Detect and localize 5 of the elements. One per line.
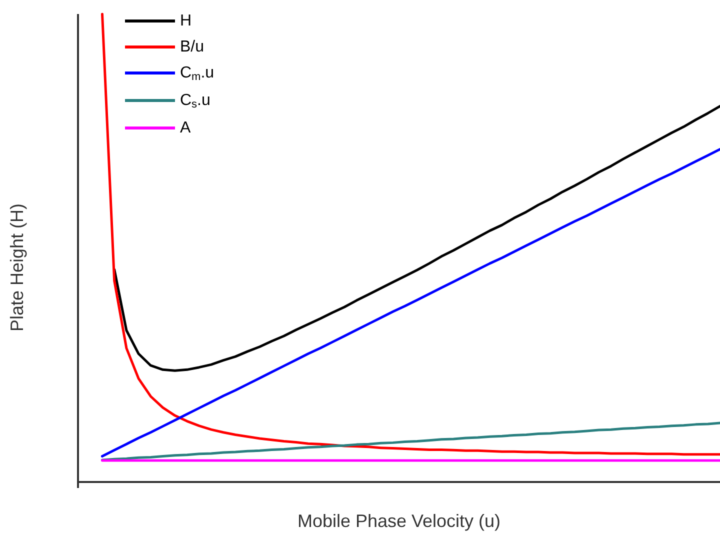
legend-label: A [180,120,191,136]
y-axis-title: Plate Height (H) [7,203,27,332]
legend-label: H [180,12,192,30]
x-axis-title: Mobile Phase Velocity (u) [297,511,501,531]
legend-label: B/u [180,38,204,56]
